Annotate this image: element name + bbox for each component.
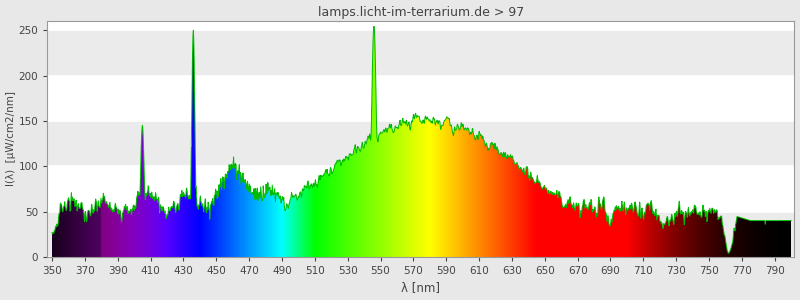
Bar <box>47 212 794 257</box>
Bar <box>47 121 794 166</box>
Bar <box>47 30 794 76</box>
X-axis label: λ [nm]: λ [nm] <box>402 281 440 294</box>
Title: lamps.licht-im-terrarium.de > 97: lamps.licht-im-terrarium.de > 97 <box>318 6 524 19</box>
Y-axis label: I(λ)  [μW/cm2/nm]: I(λ) [μW/cm2/nm] <box>6 92 15 187</box>
